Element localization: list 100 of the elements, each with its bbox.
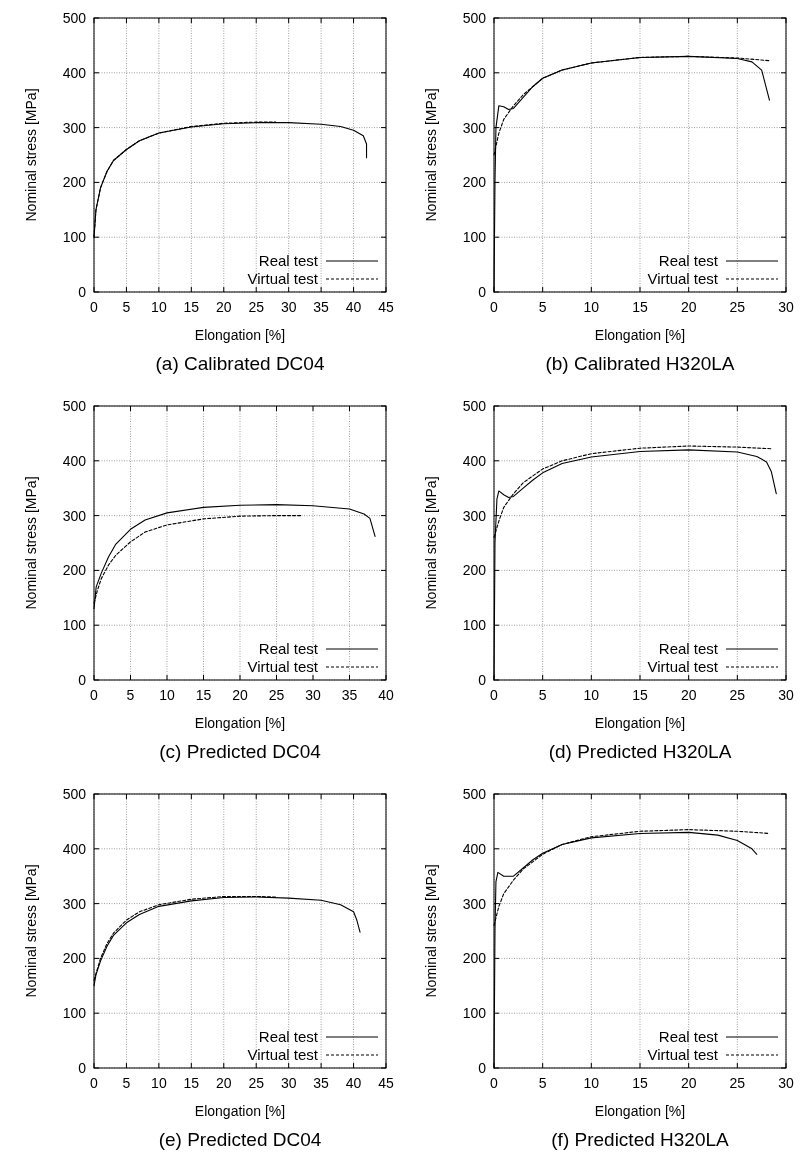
x-tick-label: 30 [280,1075,297,1091]
x-tick-label: 45 [378,299,394,315]
x-tick-label: 20 [215,1075,232,1091]
legend-label: Virtual test [247,1046,319,1064]
legend-label: Real test [258,640,319,658]
x-tick-label: 10 [151,299,167,315]
y-tick-label: 300 [62,119,87,136]
x-tick-label: 15 [632,299,648,315]
x-tick-label: 40 [345,299,362,315]
y-tick-label: 400 [62,452,87,469]
x-tick-label: 15 [195,687,212,703]
x-tick-label: 0 [490,687,499,703]
x-tick-label: 15 [632,1075,648,1091]
y-tick-label: 100 [462,1005,487,1022]
x-tick-label: 25 [729,1075,746,1091]
legend-label: Real test [258,252,319,270]
x-tick-label: 10 [151,1075,167,1091]
y-tick-label: 0 [478,1059,487,1076]
legend-label: Real test [658,1028,719,1046]
x-tick-label: 30 [778,1075,794,1091]
x-tick-label: 25 [268,687,285,703]
x-tick-label: 35 [313,1075,330,1091]
x-tick-label: 5 [538,299,547,315]
y-tick-label: 400 [62,64,87,81]
legend-label: Virtual test [647,270,719,288]
y-tick-label: 200 [62,174,87,191]
x-tick-label: 0 [90,1075,99,1091]
y-tick-label: 400 [462,840,487,857]
y-tick-label: 500 [462,397,487,414]
legend-label: Virtual test [647,658,719,676]
legend-label: Virtual test [647,1046,719,1064]
y-tick-label: 0 [78,671,87,688]
y-tick-label: 300 [62,507,87,524]
x-tick-label: 20 [232,687,248,703]
y-tick-label: 200 [62,562,87,579]
x-tick-label: 45 [378,1075,394,1091]
x-tick-label: 5 [122,1075,131,1091]
x-tick-label: 15 [183,299,200,315]
legend-label: Real test [658,640,719,658]
y-tick-label: 100 [62,1005,87,1022]
x-tick-label: 15 [632,687,648,703]
x-tick-label: 40 [378,687,394,703]
y-axis-title: Nominal stress [MPa] [423,88,439,222]
x-axis-title: Elongation [%] [194,715,286,731]
x-tick-label: 25 [729,299,746,315]
x-tick-label: 10 [583,687,600,703]
x-tick-label: 35 [341,687,358,703]
x-axis-title: Elongation [%] [594,715,686,731]
y-tick-label: 100 [462,617,487,634]
y-tick-label: 0 [478,283,487,300]
legend-label: Virtual test [247,658,319,676]
y-tick-label: 500 [462,9,487,26]
text: (e) Predicted DC04 [158,1129,322,1150]
y-axis-title: Nominal stress [MPa] [423,864,439,998]
x-tick-label: 20 [215,299,232,315]
y-axis-title: Nominal stress [MPa] [23,864,39,998]
x-tick-label: 5 [126,687,135,703]
x-tick-label: 10 [583,299,600,315]
y-tick-label: 400 [462,452,487,469]
y-tick-label: 400 [462,64,487,81]
y-tick-label: 100 [62,229,87,246]
legend-label: Real test [658,252,719,270]
text: (b) Calibrated H320LA [545,353,735,374]
x-tick-label: 10 [159,687,175,703]
x-tick-label: 35 [313,299,330,315]
x-tick-label: 25 [248,299,265,315]
x-tick-label: 25 [248,1075,265,1091]
y-tick-label: 500 [462,785,487,802]
x-tick-label: 15 [183,1075,200,1091]
y-tick-label: 100 [462,229,487,246]
y-tick-label: 200 [462,950,487,967]
y-tick-label: 500 [62,785,87,802]
x-axis-title: Elongation [%] [194,327,286,343]
x-tick-label: 0 [490,1075,499,1091]
x-tick-label: 5 [538,1075,547,1091]
y-tick-label: 500 [62,9,87,26]
legend-label: Real test [258,1028,319,1046]
x-tick-label: 0 [90,687,99,703]
x-tick-label: 25 [729,687,746,703]
y-tick-label: 300 [62,895,87,912]
legend-label: Virtual test [247,270,319,288]
text: (c) Predicted DC04 [159,741,322,762]
y-tick-label: 100 [62,617,87,634]
x-tick-label: 20 [680,299,697,315]
y-tick-label: 300 [462,507,487,524]
y-tick-label: 200 [462,174,487,191]
y-axis-title: Nominal stress [MPa] [423,476,439,610]
x-tick-label: 5 [538,687,547,703]
y-tick-label: 0 [478,671,487,688]
x-tick-label: 20 [680,687,697,703]
y-tick-label: 0 [78,1059,87,1076]
y-tick-label: 200 [462,562,487,579]
y-tick-label: 400 [62,840,87,857]
y-axis-title: Nominal stress [MPa] [23,88,39,222]
x-axis-title: Elongation [%] [194,1103,286,1119]
x-tick-label: 0 [90,299,99,315]
x-tick-label: 30 [778,687,794,703]
y-tick-label: 300 [462,895,487,912]
x-tick-label: 30 [778,299,794,315]
x-tick-label: 30 [280,299,297,315]
